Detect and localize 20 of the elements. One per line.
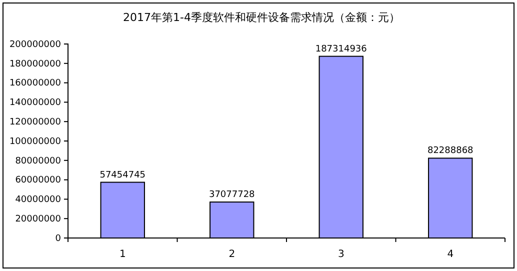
data-label: 57454745 [100, 170, 146, 180]
y-tick-label: 80000000 [15, 156, 62, 166]
y-tick-label: 20000000 [15, 214, 62, 224]
y-tick-label: 180000000 [9, 59, 62, 70]
x-tick-label: 1 [119, 249, 126, 260]
data-label: 82288868 [427, 146, 474, 156]
y-tick-label: 0 [55, 234, 62, 244]
y-tick-label: 120000000 [9, 117, 62, 128]
data-label: 37077728 [208, 190, 256, 200]
y-tick-label: 60000000 [15, 176, 62, 186]
x-tick-label: 3 [338, 249, 344, 260]
y-tick-label: 100000000 [9, 136, 62, 147]
y-tick-label: 140000000 [9, 98, 62, 108]
y-tick-label: 40000000 [15, 195, 62, 206]
chart-title: 2017年第1-4季度软件和硬件设备需求情况（金额：元） [123, 11, 400, 24]
y-tick-label: 160000000 [9, 78, 62, 89]
x-tick-label: 4 [447, 249, 454, 260]
data-label: 187314936 [315, 44, 368, 54]
y-tick-label: 200000000 [9, 40, 62, 50]
x-tick-label: 2 [228, 249, 236, 260]
